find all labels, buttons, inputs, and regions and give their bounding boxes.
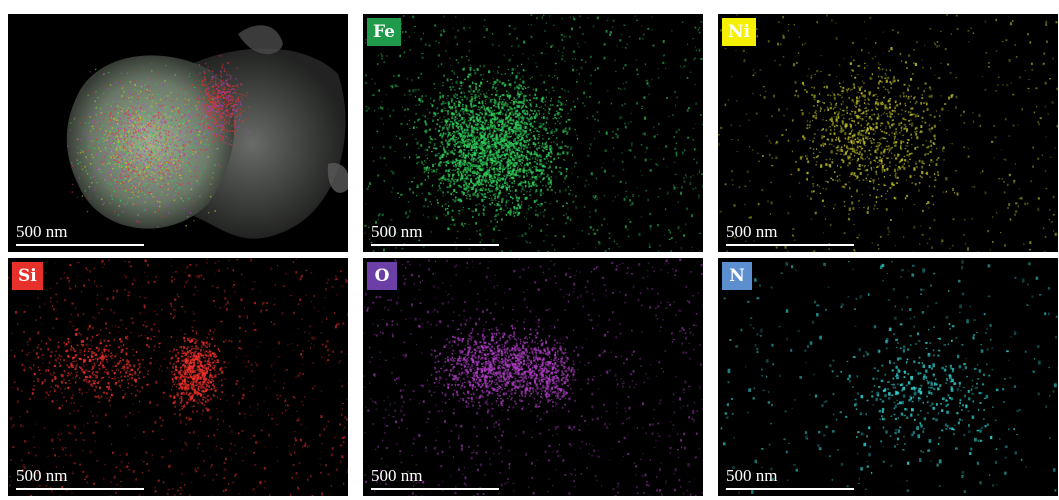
scale-bar: 500 nm xyxy=(371,223,499,246)
ni-signal-dots xyxy=(718,14,1058,252)
n-signal-dots xyxy=(720,260,1058,494)
scale-bar: 500 nm xyxy=(16,467,144,490)
scale-bar-label: 500 nm xyxy=(371,466,423,485)
scale-bar-line xyxy=(371,488,499,490)
fe-signal-dots xyxy=(364,14,703,252)
panel-ni: Ni 500 nm xyxy=(718,14,1058,252)
panel-o: O 500 nm xyxy=(363,258,703,496)
scale-bar-label: 500 nm xyxy=(16,466,68,485)
overlay-map-image xyxy=(66,25,348,239)
scale-bar-label: 500 nm xyxy=(726,466,778,485)
panel-overlay: 500 nm xyxy=(8,14,348,252)
si-element-label: Si xyxy=(12,262,43,290)
scale-bar: 500 nm xyxy=(726,467,854,490)
ni-element-label: Ni xyxy=(722,18,756,46)
n-map-image xyxy=(720,260,1058,494)
fe-element-label: Fe xyxy=(367,18,401,46)
scale-bar-label: 500 nm xyxy=(371,222,423,241)
scale-bar-line xyxy=(371,244,499,246)
fe-map-image xyxy=(364,14,703,252)
si-signal-dots xyxy=(8,258,348,496)
scale-bar: 500 nm xyxy=(371,467,499,490)
scale-bar: 500 nm xyxy=(726,223,854,246)
scale-bar-line xyxy=(16,244,144,246)
o-element-label: O xyxy=(367,262,397,290)
scale-bar-line xyxy=(726,488,854,490)
panel-n: N 500 nm xyxy=(718,258,1058,496)
o-map-image xyxy=(363,258,703,496)
eds-map-grid: 500 nm Fe 500 nm Ni 500 nm Si 500 nm O 500 nm N 50… xyxy=(8,14,1058,496)
scale-bar-label: 500 nm xyxy=(16,222,68,241)
scale-bar: 500 nm xyxy=(16,223,144,246)
ni-map-image xyxy=(718,14,1058,252)
panel-si: Si 500 nm xyxy=(8,258,348,496)
o-signal-dots xyxy=(363,258,703,496)
scale-bar-line xyxy=(726,244,854,246)
overlay-signal-dots xyxy=(67,55,251,228)
si-map-image xyxy=(8,258,348,496)
scale-bar-line xyxy=(16,488,144,490)
particle-overlay xyxy=(66,25,348,239)
panel-fe: Fe 500 nm xyxy=(363,14,703,252)
scale-bar-label: 500 nm xyxy=(726,222,778,241)
n-element-label: N xyxy=(722,262,752,290)
